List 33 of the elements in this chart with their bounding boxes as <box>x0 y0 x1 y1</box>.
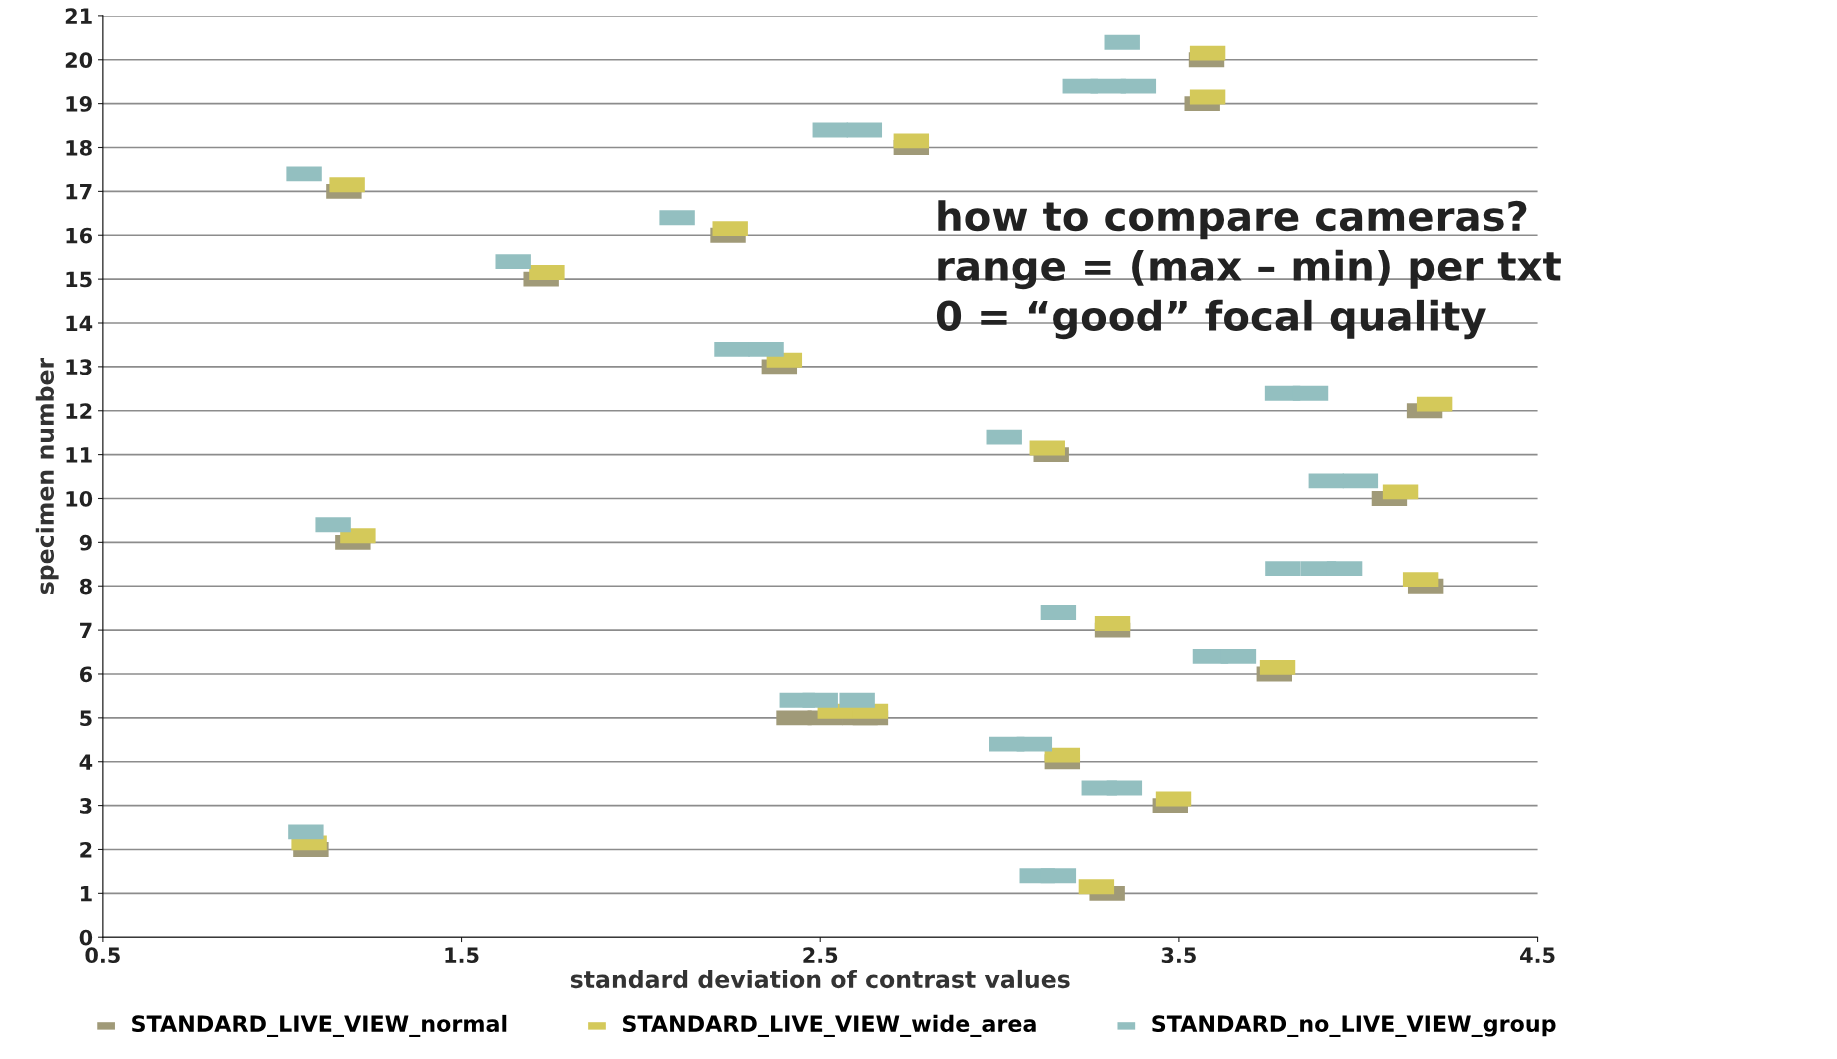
y-tick-label: 6 <box>79 666 93 683</box>
y-tick-label: 7 <box>80 622 92 639</box>
y-tick-label: 16 <box>66 227 93 244</box>
x-axis-title: standard deviation of contrast values <box>570 969 1070 989</box>
y-tick-label: 11 <box>66 447 92 463</box>
y-tick-label: 13 <box>66 359 92 376</box>
y-tick-label: 8 <box>79 578 92 595</box>
y-tick-label: 19 <box>66 96 92 112</box>
y-tick-label: 4 <box>79 754 93 770</box>
y-tick-label: 0 <box>79 929 93 946</box>
legend-label: STANDARD_no_LIVE_VIEW_group <box>1152 1015 1556 1037</box>
y-tick-label: 2 <box>80 841 92 858</box>
y-tick-label: 17 <box>66 184 92 200</box>
y-tick-label: 3 <box>80 798 92 814</box>
x-tick-label: 1.5 <box>445 947 479 964</box>
y-tick-label: 1 <box>81 886 92 902</box>
y-tick-label: 18 <box>66 139 92 156</box>
y-tick-label: 15 <box>66 271 92 288</box>
y-axis-title: specimen number <box>35 357 59 595</box>
y-tick-label: 12 <box>66 403 92 419</box>
y-tick-label: 5 <box>80 710 92 727</box>
y-tick-label: 14 <box>66 315 93 331</box>
legend-label: STANDARD_LIVE_VIEW_normal <box>132 1014 507 1037</box>
legend-label: STANDARD_LIVE_VIEW_wide_area <box>623 1014 1036 1037</box>
y-tick-label: 10 <box>66 490 93 507</box>
y-tick-label: 21 <box>65 8 92 24</box>
y-tick-label: 9 <box>79 534 92 551</box>
x-tick-label: 3.5 <box>1161 947 1196 964</box>
annotation: how to compare cameras? range = (max – min) per txt 0 = “good” focal quality <box>936 200 1561 340</box>
x-tick-label: 4.5 <box>1520 947 1555 964</box>
x-tick-label: 2.5 <box>803 947 838 964</box>
y-tick-label: 20 <box>65 52 93 68</box>
x-tick-label: 0.5 <box>85 947 120 964</box>
